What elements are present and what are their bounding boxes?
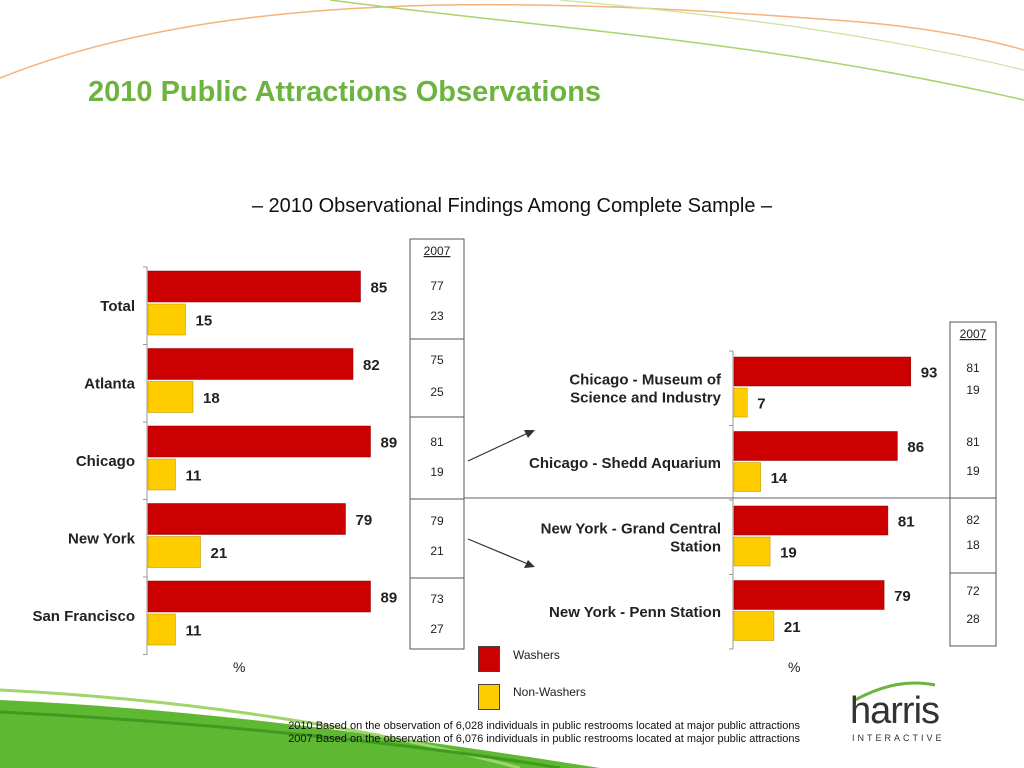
- left-2007-non-washers: 27: [430, 622, 444, 636]
- right-category-label: Chicago - Shedd Aquarium: [529, 455, 721, 472]
- legend-swatch-washers: [478, 646, 500, 672]
- left-bar-non-washers: [147, 381, 194, 413]
- chart-subtitle: – 2010 Observational Findings Among Comp…: [251, 195, 773, 217]
- footnote-2010: 2010 Based on the observation of 6,028 i…: [288, 720, 800, 732]
- left-2007-washers: 79: [430, 514, 444, 528]
- left-value-washers: 85: [371, 280, 388, 297]
- left-category-label: Atlanta: [84, 375, 135, 392]
- right-bar-non-washers: [733, 462, 761, 492]
- right-axis-unit: %: [788, 659, 801, 675]
- left-bar-washers: [147, 503, 346, 535]
- right-value-washers: 93: [921, 365, 938, 382]
- left-value-non-washers: 21: [211, 545, 228, 562]
- harris-logo-subtitle: INTERACTIVE: [852, 733, 945, 743]
- right-category-label: New York - Penn Station: [549, 604, 721, 621]
- legend-label-washers: Washers: [513, 648, 560, 662]
- left-2007-washers: 75: [430, 353, 444, 367]
- left-category-label: Chicago: [76, 453, 135, 470]
- left-category-label: Total: [100, 298, 135, 315]
- left-value-washers: 79: [356, 512, 373, 529]
- left-bar-non-washers: [147, 536, 201, 568]
- left-bar-washers: [147, 270, 361, 303]
- left-2007-non-washers: 23: [430, 309, 444, 323]
- right-category-label: Science and Industry: [570, 389, 722, 406]
- right-2007-washers: 81: [966, 435, 980, 449]
- right-value-non-washers: 7: [757, 396, 765, 413]
- right-bar-washers: [733, 431, 898, 461]
- right-bar-non-washers: [733, 387, 748, 418]
- left-bar-non-washers: [147, 303, 186, 336]
- left-value-non-washers: 15: [196, 313, 213, 330]
- left-value-washers: 82: [363, 357, 380, 374]
- harris-logo: harris: [850, 690, 940, 732]
- left-category-label: New York: [68, 530, 136, 547]
- left-value-non-washers: 11: [186, 623, 202, 640]
- arrow-chicago-line: [467, 432, 529, 462]
- right-value-washers: 81: [898, 514, 915, 531]
- right-2007-washers: 82: [966, 513, 980, 527]
- left-2007-header: 2007: [424, 244, 451, 258]
- right-value-non-washers: 21: [784, 619, 801, 636]
- right-2007-header: 2007: [960, 327, 987, 341]
- page-title: 2010 Public Attractions Observations: [88, 76, 602, 108]
- right-value-non-washers: 19: [780, 545, 797, 562]
- left-value-non-washers: 18: [203, 390, 220, 407]
- legend-label-non-washers: Non-Washers: [513, 685, 586, 699]
- left-2007-non-washers: 19: [430, 465, 444, 479]
- right-category-label: New York - Grand Central: [541, 520, 721, 537]
- right-category-label: Chicago - Museum of: [569, 371, 722, 388]
- legend-swatch-non-washers: [478, 684, 500, 710]
- right-2007-non-washers: 19: [966, 383, 980, 397]
- left-bar-washers: [147, 425, 371, 458]
- left-2007-washers: 81: [430, 435, 444, 449]
- right-2007-washers: 81: [966, 361, 980, 375]
- right-value-washers: 79: [894, 588, 911, 605]
- left-value-washers: 89: [381, 435, 398, 452]
- right-2007-non-washers: 28: [966, 612, 980, 626]
- left-value-non-washers: 11: [186, 468, 202, 485]
- left-2007-non-washers: 21: [430, 544, 444, 558]
- footnote-2007: 2007 Based on the observation of 6,076 i…: [288, 733, 800, 745]
- left-bar-washers: [147, 348, 354, 380]
- left-2007-box: [409, 238, 465, 650]
- right-value-washers: 86: [907, 439, 924, 456]
- right-bar-washers: [733, 356, 911, 387]
- left-bar-non-washers: [147, 458, 176, 491]
- left-value-washers: 89: [381, 590, 398, 607]
- right-bar-washers: [733, 580, 885, 610]
- right-2007-non-washers: 19: [966, 464, 980, 478]
- left-bar-non-washers: [147, 613, 176, 646]
- left-bar-washers: [147, 580, 371, 613]
- left-2007-washers: 77: [430, 279, 444, 293]
- footnotes: 2010 Based on the observation of 6,028 i…: [180, 720, 800, 746]
- arrow-newyork-head: [524, 560, 535, 568]
- right-category-label: Station: [670, 538, 721, 555]
- arrow-chicago-head: [524, 430, 535, 438]
- right-2007-non-washers: 18: [966, 538, 980, 552]
- arrow-newyork-line: [467, 538, 529, 565]
- left-axis-unit: %: [233, 659, 246, 675]
- right-2007-box: [949, 321, 997, 647]
- left-2007-washers: 73: [430, 592, 444, 606]
- right-bar-washers: [733, 505, 889, 536]
- right-bar-non-washers: [733, 536, 771, 567]
- right-value-non-washers: 14: [771, 470, 788, 487]
- right-bar-non-washers: [733, 611, 775, 641]
- left-2007-non-washers: 25: [430, 385, 444, 399]
- right-2007-washers: 72: [966, 584, 980, 598]
- left-category-label: San Francisco: [32, 608, 135, 625]
